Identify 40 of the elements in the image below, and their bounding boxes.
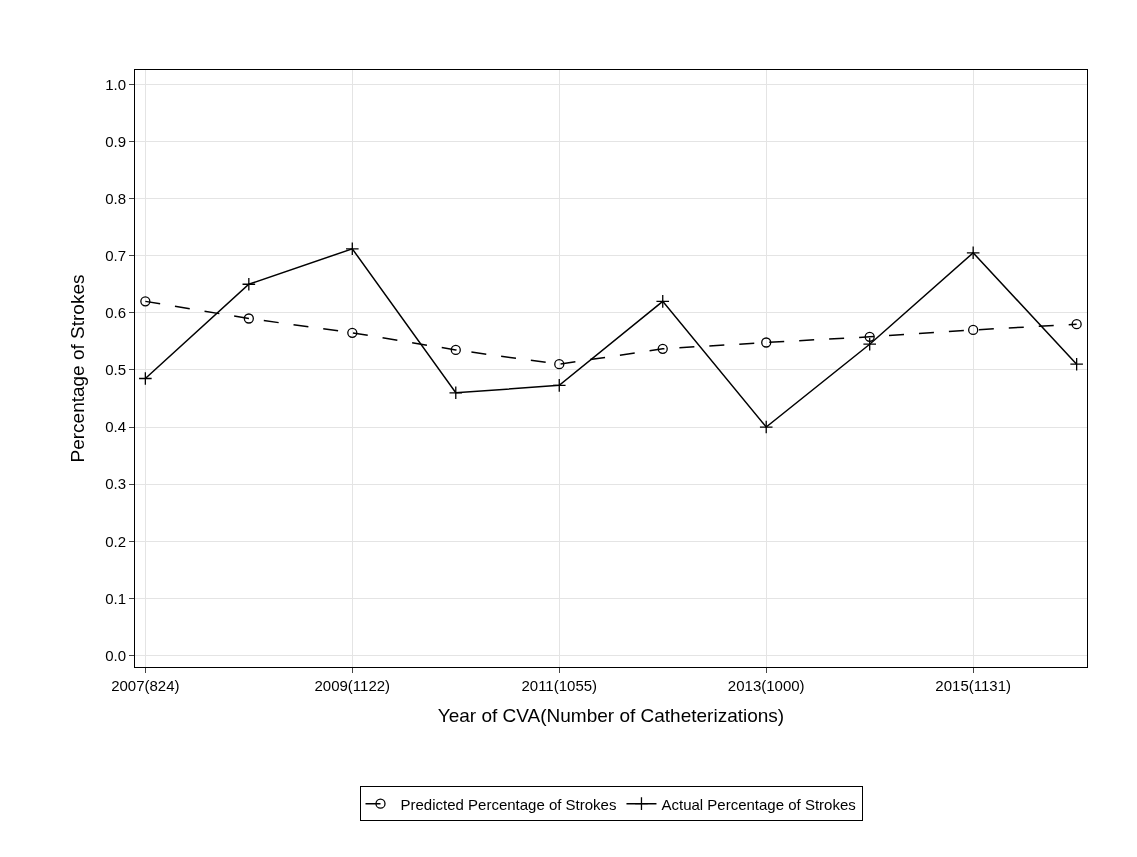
point xyxy=(655,294,670,309)
y-tick-label: 1.0 xyxy=(105,75,126,93)
point xyxy=(552,378,567,393)
x-tick-label: 2011(1055) xyxy=(521,677,598,694)
point xyxy=(345,241,360,256)
y-tick-label: 0.9 xyxy=(105,132,126,150)
x-tick-label: 2013(1000) xyxy=(727,677,805,694)
y-axis-title: Percentage of Strokes xyxy=(66,274,88,463)
point xyxy=(448,385,463,400)
point xyxy=(138,371,153,386)
y-tick-label: 0.5 xyxy=(105,361,126,379)
y-tick-label: 0.0 xyxy=(105,646,126,664)
point xyxy=(759,420,774,435)
legend-label: Predicted Percentage of Strokes xyxy=(400,795,617,813)
point xyxy=(761,337,772,348)
point xyxy=(140,296,151,307)
point xyxy=(554,359,565,370)
point xyxy=(862,337,877,352)
point xyxy=(1069,357,1084,372)
legend-label: Actual Percentage of Strokes xyxy=(661,795,856,813)
point xyxy=(864,331,875,342)
x-axis-title: Year of CVA(Number of Catheterizations) xyxy=(437,704,785,726)
point xyxy=(241,277,256,292)
point xyxy=(347,327,358,338)
point xyxy=(966,245,981,260)
x-tick-label: 2007(824) xyxy=(111,677,180,694)
y-tick-label: 0.7 xyxy=(105,246,126,264)
y-tick-label: 0.8 xyxy=(105,189,126,207)
point xyxy=(657,343,668,354)
x-tick-label: 2009(1122) xyxy=(314,677,391,694)
y-tick-label: 0.3 xyxy=(105,475,126,493)
y-tick-label: 0.4 xyxy=(105,418,126,436)
point xyxy=(1071,319,1082,330)
y-tick-label: 0.2 xyxy=(105,532,126,550)
y-tick-label: 0.6 xyxy=(105,304,126,322)
y-tick-label: 0.1 xyxy=(105,589,126,607)
x-tick-label: 2015(1131) xyxy=(935,677,1011,694)
point xyxy=(968,324,979,336)
point xyxy=(243,313,254,324)
point xyxy=(450,344,461,356)
